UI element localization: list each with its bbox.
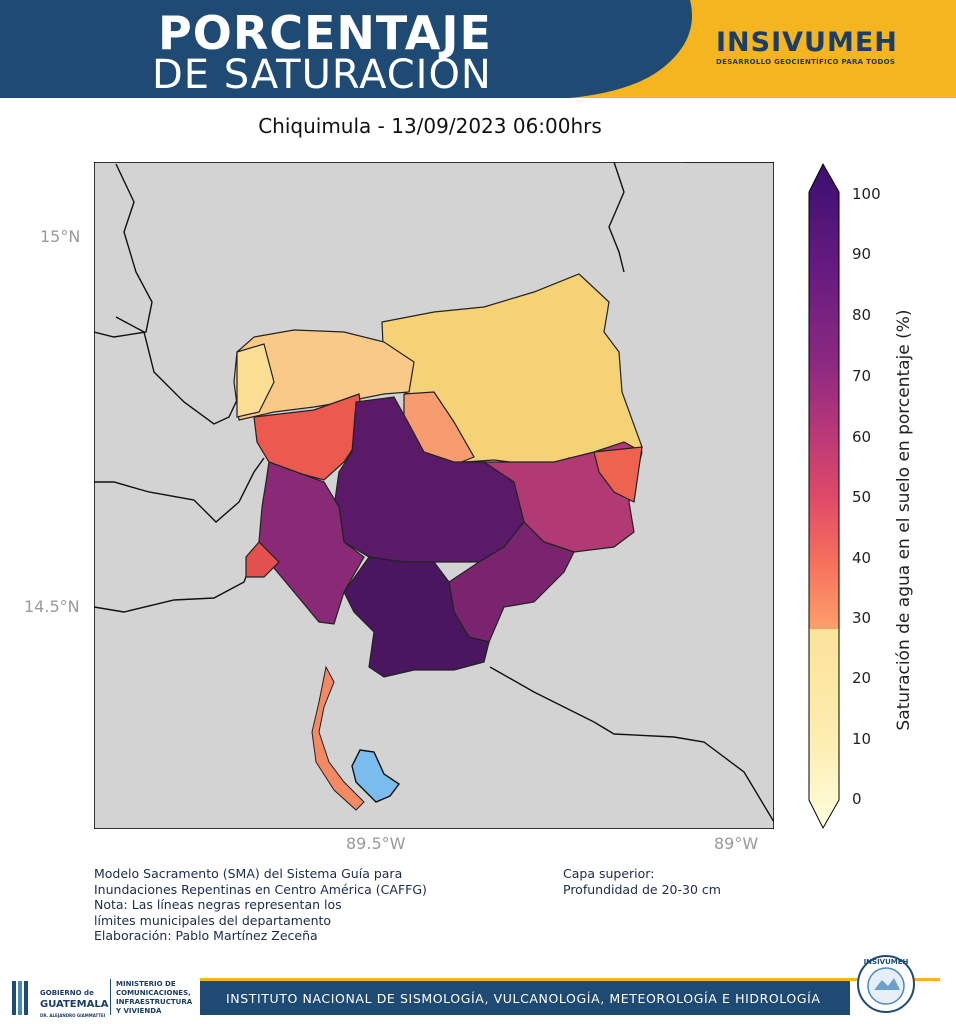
border-lines bbox=[94, 162, 774, 823]
municipalities bbox=[233, 273, 643, 678]
colorbar-label: Saturación de agua en el suelo en porcen… bbox=[894, 309, 914, 731]
cbar-tick-50: 50 bbox=[852, 488, 872, 506]
ministry-logo: MINISTERIO DE COMUNICACIONES, INFRAESTRU… bbox=[116, 980, 193, 1015]
brand-tagline: DESARROLLO GEOCIENTÍFICO PARA TODOS bbox=[716, 58, 896, 66]
saturation-map bbox=[94, 162, 774, 829]
cbar-tick-60: 60 bbox=[852, 428, 872, 446]
lon-label-89-5: 89.5°W bbox=[346, 834, 406, 853]
institute-name: INSTITUTO NACIONAL DE SISMOLOGÍA, VULCAN… bbox=[226, 991, 821, 1006]
institute-bar bbox=[200, 981, 850, 1015]
layer-note: Capa superior: Profundidad de 20-30 cm bbox=[563, 866, 721, 897]
title-line-2: DE SATURACIÓN bbox=[152, 52, 492, 98]
muni-south-purple bbox=[343, 556, 490, 678]
coastal-strip bbox=[311, 665, 365, 811]
muni-southwest-magenta bbox=[258, 461, 365, 625]
muni-east-red bbox=[593, 446, 643, 503]
lake-polygon bbox=[351, 749, 401, 803]
cbar-tick-10: 10 bbox=[852, 730, 872, 748]
cbar-tick-20: 20 bbox=[852, 669, 872, 687]
lat-label-15: 15°N bbox=[40, 227, 81, 246]
colorbar bbox=[808, 162, 840, 830]
cbar-tick-40: 40 bbox=[852, 549, 872, 567]
title-line-1: PORCENTAJE bbox=[158, 6, 492, 60]
model-note: Modelo Sacramento (SMA) del Sistema Guía… bbox=[94, 866, 427, 943]
lat-label-14-5: 14.5°N bbox=[24, 597, 80, 616]
seal-label: INSIVUMEH bbox=[863, 958, 909, 966]
gob-line-2: GUATEMALA bbox=[40, 999, 109, 1010]
cbar-tick-80: 80 bbox=[852, 306, 872, 324]
gobierno-logo: GOBIERNO de GUATEMALA DR. ALEJANDRO GIAM… bbox=[40, 988, 108, 1021]
insivumeh-seal-icon bbox=[857, 955, 915, 1013]
cbar-tick-0: 0 bbox=[852, 790, 862, 808]
muni-northwest-light bbox=[236, 343, 275, 418]
cbar-tick-90: 90 bbox=[852, 245, 872, 263]
muni-west-red bbox=[253, 393, 365, 481]
header-banner bbox=[0, 0, 956, 98]
cbar-tick-100: 100 bbox=[852, 185, 881, 203]
cbar-tick-70: 70 bbox=[852, 367, 872, 385]
gob-line-3: DR. ALEJANDRO GIAMMATTEI bbox=[40, 1013, 106, 1018]
gob-line-1: GOBIERNO de bbox=[40, 989, 94, 997]
map-subtitle: Chiquimula - 13/09/2023 06:00hrs bbox=[258, 114, 602, 138]
cbar-tick-30: 30 bbox=[852, 609, 872, 627]
lon-label-89: 89°W bbox=[714, 834, 759, 853]
insivumeh-logo: INSIVUMEH bbox=[716, 27, 898, 58]
muni-west-edge-red bbox=[245, 541, 280, 578]
muni-northwest-peach bbox=[233, 329, 415, 421]
